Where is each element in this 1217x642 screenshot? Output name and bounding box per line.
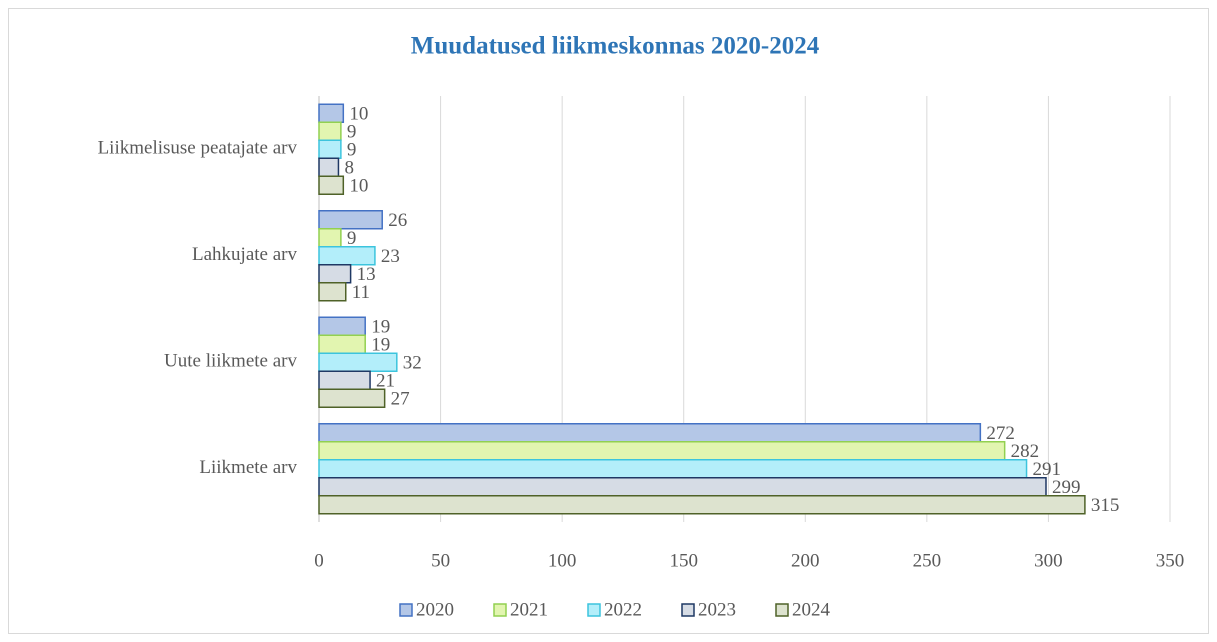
x-tick-label: 100 — [548, 550, 577, 571]
bar — [318, 459, 1028, 479]
legend-swatch — [493, 603, 507, 617]
bar — [318, 370, 371, 390]
y-tick-label: Uute liikmete arv — [164, 351, 297, 372]
legend-swatch — [399, 603, 413, 617]
data-label: 9 — [347, 140, 357, 161]
data-label: 19 — [371, 335, 390, 356]
bar — [318, 103, 345, 123]
x-tick-label: 50 — [431, 550, 450, 571]
data-label: 282 — [1011, 441, 1040, 462]
data-label: 9 — [347, 122, 357, 143]
bar — [318, 388, 386, 408]
bar — [318, 139, 342, 159]
data-label: 27 — [391, 389, 410, 410]
chart-frame — [8, 8, 1209, 634]
legend-swatch — [587, 603, 601, 617]
x-tick-label: 350 — [1156, 550, 1185, 571]
data-label: 8 — [344, 158, 354, 179]
data-label: 10 — [349, 176, 368, 197]
bar — [318, 246, 376, 266]
legend-label: 2022 — [604, 599, 642, 620]
bar — [318, 441, 1006, 461]
data-label: 10 — [349, 104, 368, 125]
y-tick-label: Liikmelisuse peatajate arv — [98, 138, 298, 159]
data-label: 291 — [1033, 459, 1062, 480]
bar — [318, 175, 345, 195]
bar — [318, 282, 347, 302]
bar — [318, 352, 398, 372]
data-label: 11 — [352, 282, 370, 303]
legend-swatch — [681, 603, 695, 617]
bar — [318, 316, 366, 336]
data-label: 21 — [376, 371, 395, 392]
bar — [318, 228, 342, 248]
data-label: 272 — [986, 423, 1015, 444]
data-label: 23 — [381, 246, 400, 267]
legend-label: 2023 — [698, 599, 736, 620]
legend-label: 2020 — [416, 599, 454, 620]
x-tick-label: 200 — [791, 550, 820, 571]
bar — [318, 334, 366, 354]
x-tick-label: 150 — [669, 550, 698, 571]
data-label: 19 — [371, 317, 390, 338]
x-tick-label: 300 — [1034, 550, 1063, 571]
y-tick-label: Liikmete arv — [199, 457, 297, 478]
bar — [318, 121, 342, 141]
data-label: 26 — [388, 210, 407, 231]
legend-swatch — [775, 603, 789, 617]
chart-title: Muudatused liikmeskonnas 2020-2024 — [411, 33, 820, 60]
data-label: 9 — [347, 228, 357, 249]
data-label: 299 — [1052, 477, 1081, 498]
bar — [318, 210, 383, 230]
bar — [318, 495, 1086, 515]
legend-label: 2021 — [510, 599, 548, 620]
data-label: 315 — [1091, 495, 1120, 516]
bar — [318, 423, 982, 443]
x-tick-label: 0 — [314, 550, 324, 571]
legend-label: 2024 — [792, 599, 831, 620]
y-tick-label: Lahkujate arv — [192, 244, 297, 265]
data-label: 32 — [403, 353, 422, 374]
bar — [318, 157, 340, 177]
data-label: 13 — [357, 264, 376, 285]
bar — [318, 477, 1047, 497]
x-tick-label: 250 — [913, 550, 942, 571]
bar — [318, 264, 352, 284]
